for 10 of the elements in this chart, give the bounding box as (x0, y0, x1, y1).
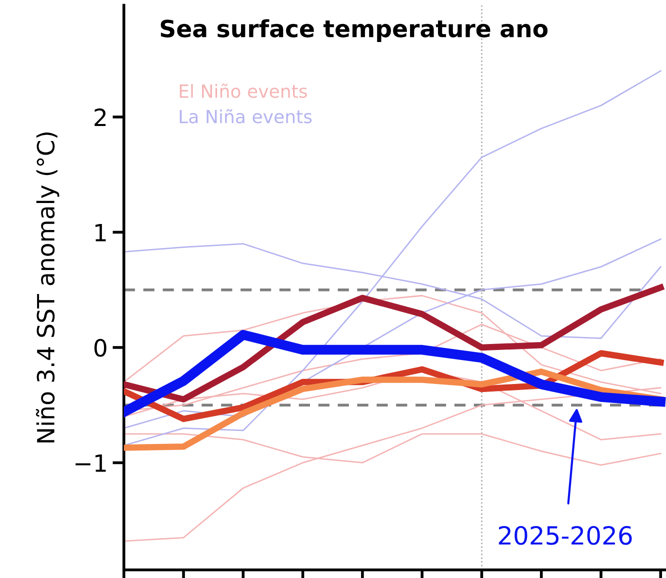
annotation: 2025-2026 (498, 526, 632, 545)
y-tick-label: −1 (76, 454, 106, 472)
y-tick-label: 2 (94, 108, 106, 126)
y-axis-title: Niño 3.4 SST anomaly (°C) (36, 132, 60, 442)
line-series (124, 70, 662, 446)
y-tick-label: 0 (94, 338, 106, 357)
text: El Niño events (180, 84, 307, 98)
text: Sea surface temperature ano (160, 19, 548, 42)
text: La Niña events (180, 109, 312, 124)
y-tick-label: 1 (95, 224, 106, 242)
